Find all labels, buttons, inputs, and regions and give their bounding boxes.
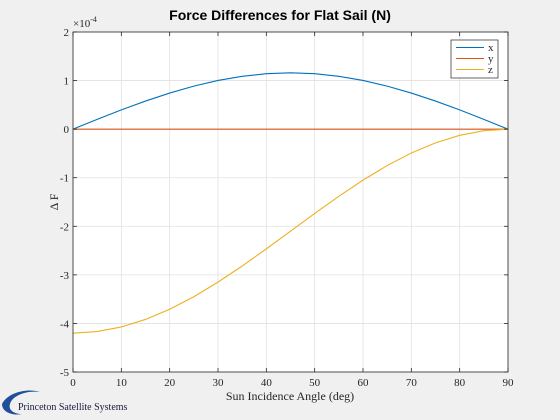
- brand-swoosh-icon: [2, 390, 40, 415]
- axes-box: [72, 31, 509, 373]
- y-tick-label: 0: [64, 124, 70, 136]
- series-lines: [72, 72, 509, 334]
- legend[interactable]: xyz: [450, 39, 499, 79]
- y-exponent-power: -4: [90, 15, 97, 24]
- series-line-z[interactable]: [72, 128, 509, 334]
- y-tick-label: -2: [60, 221, 69, 233]
- x-tick-label: 30: [213, 377, 225, 389]
- y-exponent: ×10-4: [73, 15, 97, 30]
- legend-label-y: y: [488, 53, 494, 65]
- y-tick-label: -4: [60, 318, 70, 330]
- y-exponent-base: ×10-4: [73, 15, 97, 30]
- legend-label-z: z: [488, 64, 493, 76]
- y-tick-label: 1: [64, 76, 70, 88]
- chart-title: Force Differences for Flat Sail (N): [169, 7, 391, 23]
- x-tick-label: 70: [406, 377, 418, 389]
- x-tick-label: 60: [358, 377, 370, 389]
- y-tick-label: -5: [60, 367, 70, 379]
- x-tick-label: 0: [70, 377, 76, 389]
- brand-logo: Princeton Satellite Systems: [2, 390, 128, 415]
- y-axis-label: Δ F: [47, 193, 61, 210]
- legend-label-x: x: [488, 42, 494, 54]
- tick-labels: 0 10 20 30 40 50 60 70 80 90 -5 -4 -3 -2 -1 0 1 2: [60, 27, 514, 389]
- x-tick-label: 20: [164, 377, 176, 389]
- x-tick-label: 40: [261, 377, 273, 389]
- y-tick-label: -3: [60, 270, 70, 282]
- x-tick-label: 50: [309, 377, 321, 389]
- x-tick-label: 10: [116, 377, 128, 389]
- plot-area[interactable]: [73, 32, 508, 372]
- x-tick-label: 80: [454, 377, 466, 389]
- brand-text: Princeton Satellite Systems: [18, 402, 128, 413]
- y-exponent-times: ×10: [73, 18, 91, 30]
- x-axis-label: Sun Incidence Angle (deg): [226, 389, 354, 403]
- series-line-x[interactable]: [72, 72, 509, 130]
- ticks: [72, 31, 509, 373]
- x-tick-label: 90: [503, 377, 515, 389]
- y-tick-label: -1: [60, 173, 69, 185]
- y-tick-label: 2: [64, 27, 70, 39]
